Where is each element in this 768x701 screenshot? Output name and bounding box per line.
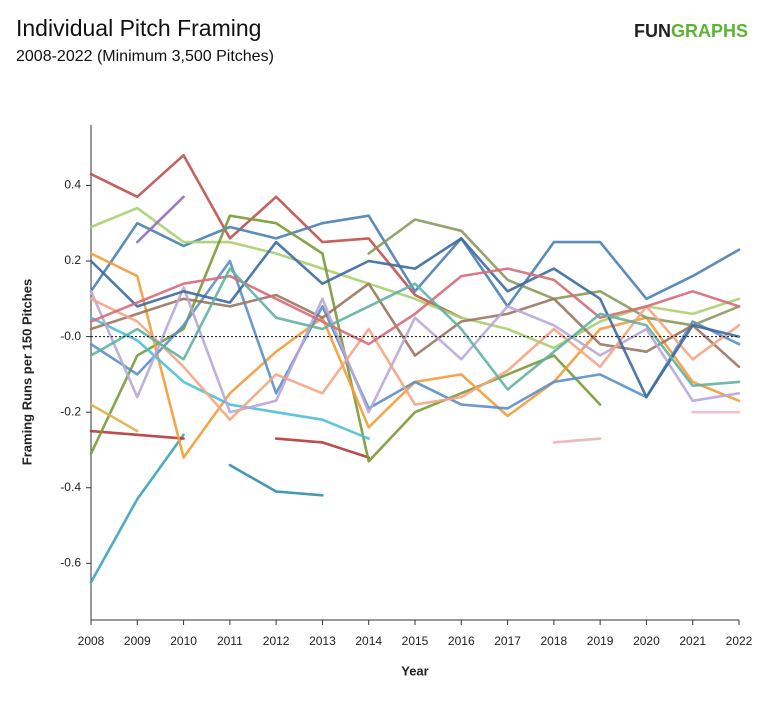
x-tick-label: 2020	[633, 634, 660, 648]
x-tick-label: 2016	[448, 634, 475, 648]
series-line	[89, 429, 370, 459]
series-line	[89, 433, 185, 584]
x-tick-label: 2013	[309, 634, 336, 648]
x-tick-label: 2021	[679, 634, 706, 648]
series-line	[89, 267, 741, 391]
chart-subtitle: 2008-2022 (Minimum 3,500 Pitches)	[16, 48, 274, 65]
series-line	[89, 259, 741, 410]
logo-part: GRAPHS	[671, 21, 748, 41]
y-axis-title: Framing Runs per 150 Pitches	[19, 279, 34, 465]
x-axis-title: Year	[401, 663, 428, 678]
x-tick-label: 2015	[402, 634, 429, 648]
y-tick-label: 0.2	[64, 253, 81, 267]
x-tick-label: 2019	[587, 634, 614, 648]
y-tick-label: 0.4	[64, 178, 81, 192]
series-line	[89, 206, 741, 350]
series-line	[89, 237, 741, 399]
series-line	[367, 218, 741, 327]
series-line	[89, 403, 139, 433]
x-tick-label: 2011	[217, 634, 243, 648]
logo-part: FUN	[634, 21, 671, 41]
x-tick-label: 2009	[124, 634, 151, 648]
y-tick-label: -0.6	[60, 555, 81, 569]
x-tick-label: 2017	[494, 634, 521, 648]
x-tick-label: 2014	[355, 634, 382, 648]
x-tick-label: 2022	[726, 634, 753, 648]
series-line	[89, 267, 741, 346]
x-tick-label: 2012	[263, 634, 290, 648]
y-tick-label: -0.4	[60, 480, 81, 494]
y-tick-label: -0.2	[60, 404, 81, 418]
chart-title: Individual Pitch Framing	[16, 15, 261, 41]
x-tick-label: 2010	[170, 634, 197, 648]
series-line	[89, 316, 370, 440]
series-line	[89, 282, 741, 369]
x-tick-label: 2008	[78, 634, 105, 648]
series-line	[136, 195, 185, 244]
series-line	[89, 214, 602, 463]
x-tick-label: 2018	[541, 634, 568, 648]
series-line	[89, 297, 741, 421]
logo: FUNGRAPHS	[634, 21, 748, 41]
y-tick-label: -0.0	[60, 329, 81, 343]
series-line	[89, 214, 741, 308]
series-line	[89, 153, 463, 319]
series-line	[228, 463, 324, 497]
series-line	[552, 437, 602, 444]
